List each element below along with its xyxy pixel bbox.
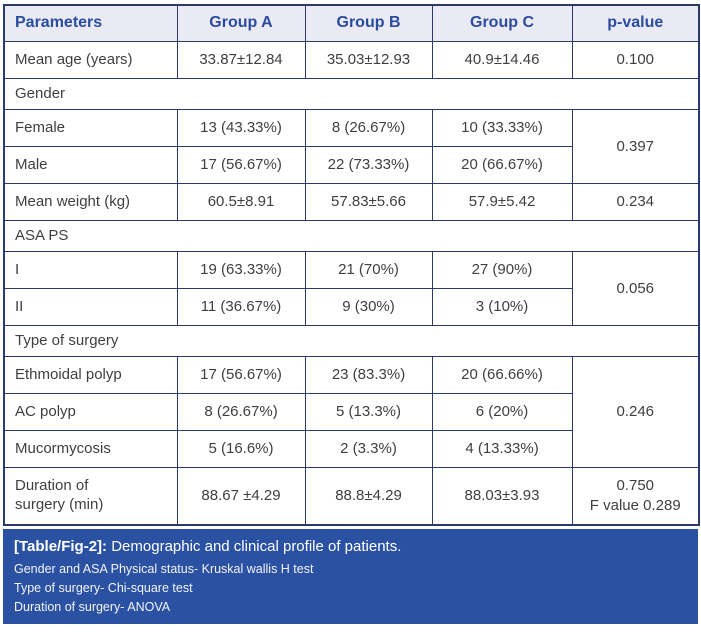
row-asa-ii: II 11 (36.67%) 9 (30%) 3 (10%): [3, 287, 699, 326]
male-label: Male: [3, 145, 178, 184]
asa-i-label: I: [3, 250, 178, 289]
type-of-surgery-p-value: 0.246: [571, 355, 700, 468]
female-group-c: 10 (33.33%): [431, 108, 573, 147]
mean-age-group-c: 40.9±14.46: [431, 40, 573, 79]
mucormycosis-group-b: 2 (3.3%): [304, 429, 433, 468]
asa-i-group-a: 19 (63.33%): [176, 250, 306, 289]
ac-polyp-label: AC polyp: [3, 392, 178, 431]
male-group-b: 22 (73.33%): [304, 145, 433, 184]
duration-group-b: 88.8±4.29: [304, 466, 433, 526]
mucormycosis-label: Mucormycosis: [3, 429, 178, 468]
footnote-gender-asa: Gender and ASA Physical status- Kruskal …: [14, 562, 314, 576]
duration-label-text: Duration of surgery (min): [15, 477, 104, 513]
row-mean-age: Mean age (years) 33.87±12.84 35.03±12.93…: [3, 40, 700, 79]
gender-p-value: 0.397: [571, 108, 700, 184]
ac-polyp-group-c: 6 (20%): [431, 392, 573, 431]
footnote-duration: Duration of surgery- ANOVA: [14, 600, 171, 614]
mean-age-group-a: 33.87±12.84: [176, 40, 306, 79]
asa-ii-group-b: 9 (30%): [304, 287, 433, 326]
duration-group-c: 88.03±3.93: [431, 466, 573, 526]
ethmoidal-polyp-group-c: 20 (66.66%): [431, 355, 573, 394]
section-row-type-of-surgery: Type of surgery: [3, 324, 700, 357]
mean-weight-group-c: 57.9±5.42: [431, 182, 573, 221]
row-ethmoidal-polyp: Ethmoidal polyp 17 (56.67%) 23 (83.3%) 2…: [3, 355, 700, 468]
col-header-parameters: Parameters: [3, 4, 178, 42]
asa-ii-group-c: 3 (10%): [431, 287, 573, 326]
ac-polyp-group-b: 5 (13.3%): [304, 392, 433, 431]
mean-weight-group-b: 57.83±5.66: [304, 182, 433, 221]
asa-ps-section-label: ASA PS: [3, 219, 700, 252]
section-row-asa-ps: ASA PS: [3, 219, 700, 252]
asa-i-group-b: 21 (70%): [304, 250, 433, 289]
asa-i-group-c: 27 (90%): [431, 250, 573, 289]
ethmoidal-polyp-group-b: 23 (83.3%): [304, 355, 433, 394]
duration-group-a: 88.67 ±4.29: [176, 466, 306, 526]
mucormycosis-group-c: 4 (13.33%): [431, 429, 573, 468]
female-group-a: 13 (43.33%): [176, 108, 306, 147]
table-caption: [Table/Fig-2]: Demographic and clinical …: [14, 536, 687, 557]
row-duration-of-surgery: Duration of surgery (min) 88.67 ±4.29 88…: [3, 466, 700, 526]
col-header-group-a: Group A: [176, 4, 306, 42]
asa-ii-label: II: [3, 287, 178, 326]
demographics-table: Parameters Group A Group B Group C p-val…: [3, 4, 700, 526]
mean-age-label: Mean age (years): [3, 40, 178, 79]
ethmoidal-polyp-label: Ethmoidal polyp: [3, 355, 178, 394]
mean-weight-label: Mean weight (kg): [3, 182, 178, 221]
col-header-group-c: Group C: [431, 4, 573, 42]
footnote-type-of-surgery: Type of surgery- Chi-square test: [14, 581, 193, 595]
col-header-group-b: Group B: [304, 4, 433, 42]
asa-ps-p-value: 0.056: [571, 250, 700, 326]
male-group-c: 20 (66.67%): [431, 145, 573, 184]
female-group-b: 8 (26.67%): [304, 108, 433, 147]
caption-title: Demographic and clinical profile of pati…: [111, 538, 402, 555]
section-row-gender: Gender: [3, 77, 700, 110]
caption-tag: [Table/Fig-2]:: [14, 538, 108, 555]
ac-polyp-group-a: 8 (26.67%): [176, 392, 306, 431]
mean-age-group-b: 35.03±12.93: [304, 40, 433, 79]
table-caption-panel: [Table/Fig-2]: Demographic and clinical …: [3, 529, 698, 624]
type-of-surgery-section-label: Type of surgery: [3, 324, 700, 357]
duration-p-value-line1: 0.750: [616, 476, 655, 494]
ethmoidal-polyp-group-a: 17 (56.67%): [176, 355, 306, 394]
row-female: Female 13 (43.33%) 8 (26.67%) 10 (33.33%…: [3, 108, 700, 184]
male-group-a: 17 (56.67%): [176, 145, 306, 184]
mean-age-p-value: 0.100: [571, 40, 700, 79]
gender-section-label: Gender: [3, 77, 700, 110]
duration-f-value-line2: F value 0.289: [589, 496, 681, 514]
mean-weight-p-value: 0.234: [571, 182, 700, 221]
duration-label: Duration of surgery (min): [3, 466, 178, 526]
mean-weight-group-a: 60.5±8.91: [176, 182, 306, 221]
row-ac-polyp: AC polyp 8 (26.67%) 5 (13.3%) 6 (20%): [3, 392, 699, 431]
header-row: Parameters Group A Group B Group C p-val…: [3, 4, 700, 42]
asa-ii-group-a: 11 (36.67%): [176, 287, 306, 326]
female-label: Female: [3, 108, 178, 147]
duration-p-value: 0.750 F value 0.289: [571, 466, 700, 526]
col-header-p-value: p-value: [571, 4, 700, 42]
mucormycosis-group-a: 5 (16.6%): [176, 429, 306, 468]
row-mean-weight: Mean weight (kg) 60.5±8.91 57.83±5.66 57…: [3, 182, 700, 221]
row-male: Male 17 (56.67%) 22 (73.33%) 20 (66.67%): [3, 145, 699, 184]
row-asa-i: I 19 (63.33%) 21 (70%) 27 (90%) 0.056: [3, 250, 700, 326]
